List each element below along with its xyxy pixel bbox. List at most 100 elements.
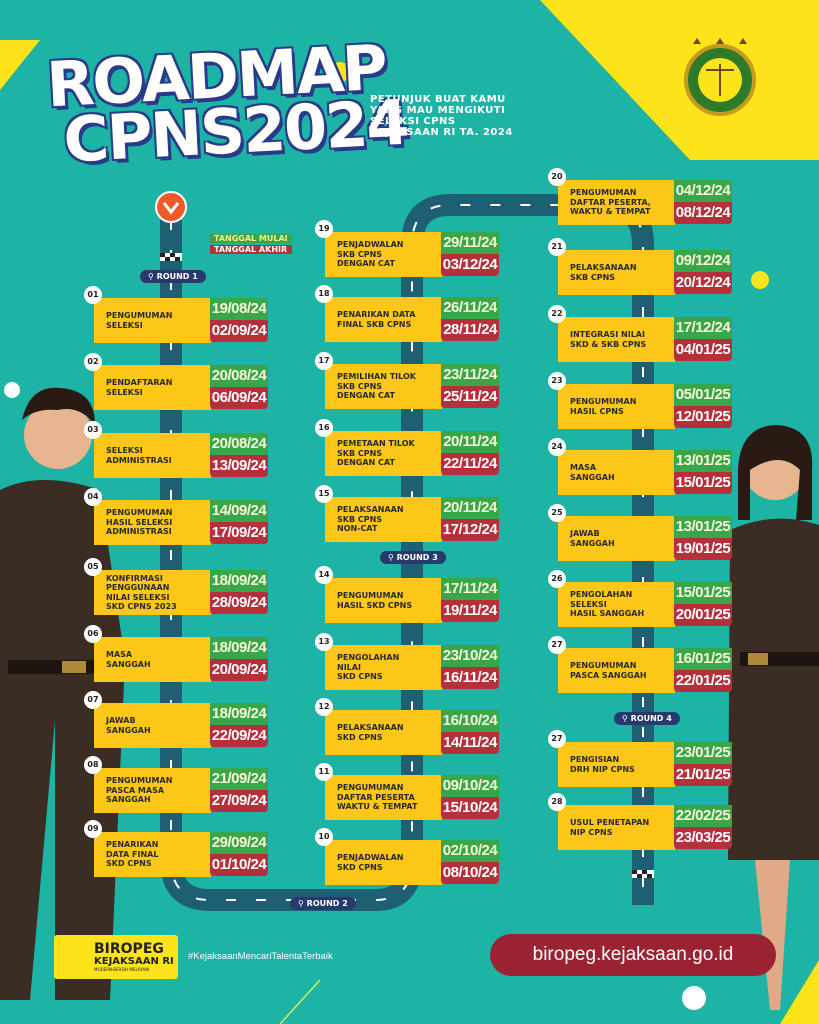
roadmap-step: USUL PENETAPAN NIP CPNS 22/02/25 23/03/25 2… (548, 793, 733, 850)
start-date: 23/11/24 (441, 364, 499, 386)
step-label: USUL PENETAPAN NIP CPNS (558, 805, 675, 850)
step-label: PENJADWALAN SKD CPNS (325, 840, 442, 885)
roadmap-step: PENGUMUMAN HASIL CPNS 05/01/25 12/01/25 23 (548, 372, 733, 429)
roadmap-step: PENJADWALAN SKD CPNS 02/10/24 08/10/24 10 (315, 828, 500, 885)
roadmap-step: PENGOLAHAN NILAI SKD CPNS 23/10/24 16/11/2… (315, 633, 500, 690)
roadmap-step: PELAKSANAAN SKB CPNS 09/12/24 20/12/24 21 (548, 238, 733, 295)
decor-dot (4, 382, 20, 398)
round-label: ROUND 3 (396, 553, 438, 562)
pin-icon: ⚲ (148, 272, 157, 281)
male-officer-illustration (0, 387, 125, 1000)
step-number: 23 (548, 372, 566, 390)
start-date: 23/10/24 (441, 645, 499, 667)
roadmap-step: KONFIRMASI PENGGUNAAN NILAI SELEKSI SKD … (84, 558, 269, 615)
end-date: 19/01/25 (674, 538, 732, 560)
start-date: 19/08/24 (210, 298, 268, 320)
step-number: 26 (548, 570, 566, 588)
end-date: 08/12/24 (674, 202, 732, 224)
start-date: 26/11/24 (441, 297, 499, 319)
start-date: 29/09/24 (210, 832, 268, 854)
step-number: 17 (315, 352, 333, 370)
start-date: 20/08/24 (210, 433, 268, 455)
roadmap-step: PENJADWALAN SKB CPNS DENGAN CAT 29/11/24 0… (315, 220, 500, 277)
end-date: 14/11/24 (441, 732, 499, 754)
step-number: 09 (84, 820, 102, 838)
yellow-left-shape (0, 40, 40, 90)
end-date: 16/11/24 (441, 667, 499, 689)
decor-dot (682, 986, 706, 1010)
logo-tagline: MODERN-BERSIH-MELAYANI (94, 967, 150, 972)
decor-dot (751, 271, 769, 289)
legend-start-date: TANGGAL MULAI (210, 234, 292, 243)
step-number: 06 (84, 625, 102, 643)
round-label: ROUND 4 (630, 714, 672, 723)
end-date: 13/09/24 (210, 455, 268, 477)
start-date: 14/09/24 (210, 500, 268, 522)
start-date: 17/12/24 (674, 317, 732, 339)
round-label: ROUND 1 (156, 272, 198, 281)
hashtag: #KejaksaanMencariTalentaTerbaik (188, 951, 333, 962)
step-label: PELAKSANAAN SKB CPNS (558, 250, 675, 295)
step-label: MASA SANGGAH (558, 450, 675, 495)
start-date: 20/11/24 (441, 431, 499, 453)
finish-flag-icon (160, 253, 654, 878)
biropeg-logo: BIROPEG KEJAKSAAN RI MODERN-BERSIH-MELAY… (54, 935, 178, 979)
roadmap-step: PEMETAAN TILOK SKB CPNS DENGAN CAT 20/11/… (315, 419, 500, 476)
roadmap-step: PENGUMUMAN PASCA MASA SANGGAH 21/09/24 27/… (84, 756, 269, 813)
step-number: 13 (315, 633, 333, 651)
roadmap-step: SELEKSI ADMINISTRASI 20/08/24 13/09/24 03 (84, 421, 269, 478)
end-date: 20/09/24 (210, 659, 268, 681)
roadmap-step: JAWAB SANGGAH 18/09/24 22/09/24 07 (84, 691, 269, 748)
end-date: 27/09/24 (210, 790, 268, 812)
roadmap-step: PENARIKAN DATA FINAL SKD CPNS 29/09/24 01/… (84, 820, 269, 877)
end-date: 21/01/25 (674, 764, 732, 786)
step-label: PENGUMUMAN HASIL CPNS (558, 384, 675, 429)
step-number: 20 (548, 168, 566, 186)
step-label: INTEGRASI NILAI SKD & SKB CPNS (558, 317, 675, 362)
end-date: 22/11/24 (441, 453, 499, 475)
end-date: 23/03/25 (674, 827, 732, 849)
step-label: PENGUMUMAN DAFTAR PESERTA, WAKTU & TEMPA… (558, 180, 675, 225)
start-date: 21/09/24 (210, 768, 268, 790)
step-number: 07 (84, 691, 102, 709)
roadmap-step: PELAKSANAAN SKB CPNS NON-CAT 20/11/24 17/1… (315, 485, 500, 542)
start-date: 09/12/24 (674, 250, 732, 272)
step-number: 16 (315, 419, 333, 437)
end-date: 28/11/24 (441, 319, 499, 341)
roadmap-step: PEMILIHAN TILOK SKB CPNS DENGAN CAT 23/11… (315, 352, 500, 409)
roadmap-step: PENARIKAN DATA FINAL SKB CPNS 26/11/24 28/… (315, 285, 500, 342)
step-number: 24 (548, 438, 566, 456)
step-label: PEMILIHAN TILOK SKB CPNS DENGAN CAT (325, 364, 442, 409)
start-date: 05/01/25 (674, 384, 732, 406)
website-link[interactable]: biropeg.kejaksaan.go.id (490, 934, 776, 976)
legend-end-date: TANGGAL AKHIR (210, 245, 292, 254)
start-date: 16/10/24 (441, 710, 499, 732)
step-label: PENGUMUMAN PASCA SANGGAH (558, 648, 675, 693)
end-date: 15/01/25 (674, 472, 732, 494)
end-date: 12/01/25 (674, 406, 732, 428)
step-number: 27 (548, 636, 566, 654)
start-date: 09/10/24 (441, 775, 499, 797)
step-label: JAWAB SANGGAH (558, 516, 675, 561)
step-number: 12 (315, 698, 333, 716)
roadmap-step: PENGUMUMAN PASCA SANGGAH 16/01/25 22/01/25… (548, 636, 733, 693)
end-date: 28/09/24 (210, 592, 268, 614)
step-number: 04 (84, 488, 102, 506)
step-label: PENJADWALAN SKB CPNS DENGAN CAT (325, 232, 442, 277)
end-date: 22/09/24 (210, 725, 268, 747)
step-number: 22 (548, 305, 566, 323)
logo-title: BIROPEG (94, 941, 164, 957)
step-label: PENGISIAN DRH NIP CPNS (558, 742, 675, 787)
step-number: 03 (84, 421, 102, 439)
start-date: 29/11/24 (441, 232, 499, 254)
roadmap-step: PELAKSANAAN SKD CPNS 16/10/24 14/11/24 12 (315, 698, 500, 755)
legend: TANGGAL MULAI TANGGAL AKHIR (210, 234, 292, 256)
decor-line (279, 979, 321, 1024)
start-date: 22/02/25 (674, 805, 732, 827)
roadmap-step: PENGISIAN DRH NIP CPNS 23/01/25 21/01/25 27 (548, 730, 733, 787)
start-date: 15/01/25 (674, 582, 732, 604)
start-date: 02/10/24 (441, 840, 499, 862)
step-label: PENGUMUMAN DAFTAR PESERTA WAKTU & TEMPAT (325, 775, 442, 820)
step-number: 18 (315, 285, 333, 303)
page-title: ROADMAP CPNS2024 (45, 31, 409, 177)
